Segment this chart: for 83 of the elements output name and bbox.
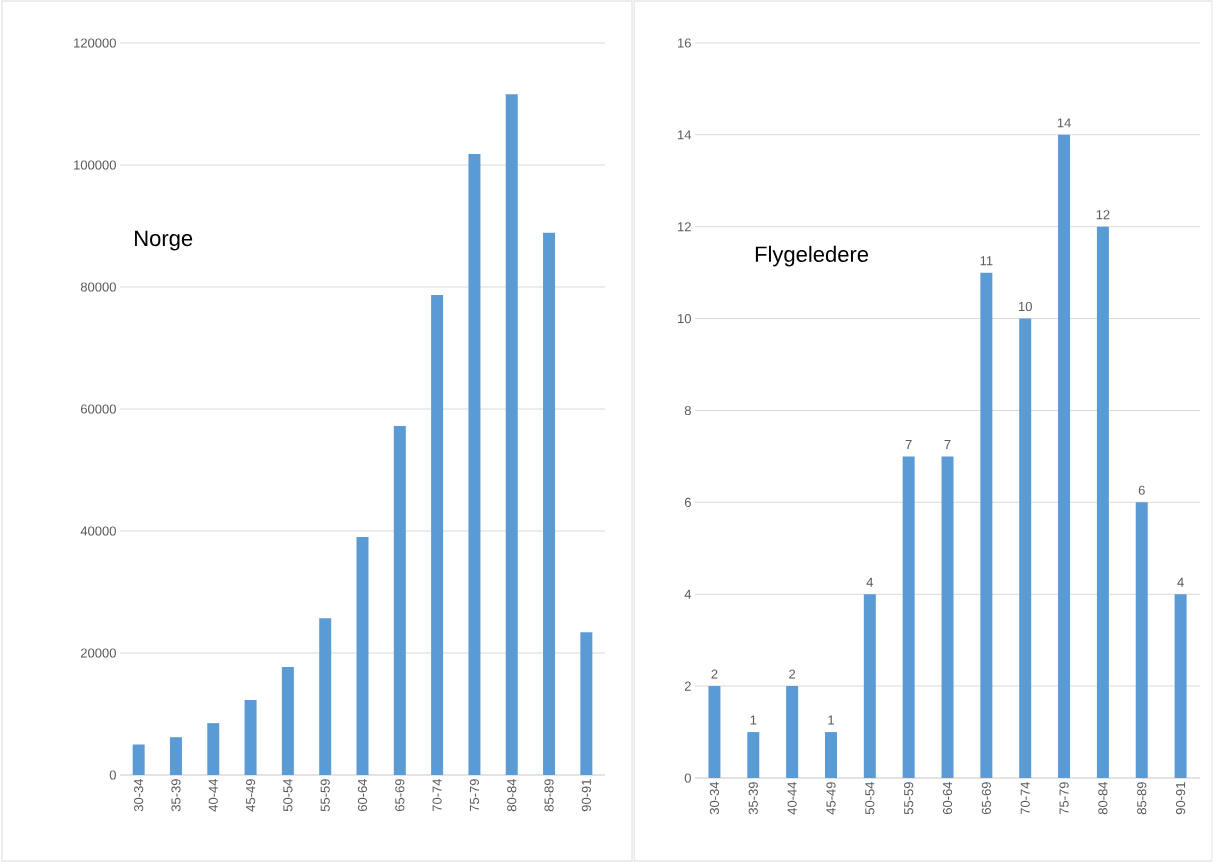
x-tick-label: 35-39 [748,782,758,815]
bar [207,723,220,775]
y-tick-label: 40000 [80,526,116,536]
bar [863,594,876,778]
y-tick-label: 80000 [80,282,116,292]
x-tick-label: 45-49 [826,782,836,815]
bar [1019,318,1032,778]
y-tick-label: 120000 [74,38,116,48]
x-tick-label: 55-59 [320,779,330,812]
bar [132,744,145,775]
x-tick-label: 65-69 [981,782,991,815]
data-label: 4 [866,577,874,587]
bar [747,732,760,778]
bar [505,94,518,775]
x-tick-label: 85-89 [544,779,554,812]
y-tick-label: 0 [684,773,691,783]
data-label: 12 [1096,210,1110,220]
y-tick-label: 20000 [80,648,116,658]
bar [169,737,182,775]
y-tick-label: 60000 [80,404,116,414]
y-tick-label: 16 [678,38,691,48]
bar [824,732,837,778]
x-tick-label: 40-44 [787,781,797,815]
text: Norge [135,230,193,251]
bar [786,686,799,778]
x-tick-label: 70-74 [432,778,442,812]
bar [319,618,332,775]
x-tick-label: 65-69 [395,779,405,812]
y-tick-label: 6 [684,497,691,507]
x-tick-label: 50-54 [865,781,875,815]
x-tick-label: 90-91 [1175,782,1186,815]
data-label: 2 [711,669,718,679]
x-tick-label: 45-49 [245,779,256,812]
bar [1174,594,1187,778]
bar [468,154,481,775]
y-tick-label: 10 [678,314,691,324]
x-tick-label: 85-89 [1137,782,1147,815]
bar [393,426,406,775]
data-label: 7 [944,439,951,449]
x-tick-label: 30-34 [134,778,144,812]
text: Flygeledere [755,245,869,267]
x-tick-label: 35-39 [171,779,181,812]
y-tick-label: 8 [684,405,691,416]
bar [980,272,993,778]
data-label: 1 [750,715,757,725]
data-label: 1 [828,715,834,725]
data-label: 11 [980,256,993,266]
bar [580,632,593,775]
bar [1058,134,1071,778]
x-tick-label: 70-74 [1020,781,1030,815]
bar [281,667,294,775]
y-tick-label: 100000 [74,160,116,170]
y-tick-label: 14 [678,130,692,140]
bar [1135,502,1148,778]
x-tick-label: 75-79 [1059,782,1069,815]
x-tick-label: 40-44 [208,778,218,812]
x-tick-label: 60-64 [357,778,368,812]
x-tick-label: 30-34 [709,781,720,815]
x-tick-label: 80-84 [1098,781,1108,815]
x-tick-label: 90-91 [581,779,591,812]
bar [902,456,915,778]
y-tick-label: 4 [684,589,692,599]
bar [244,699,257,775]
bar [941,456,954,778]
x-tick-label: 75-79 [469,779,480,812]
data-label: 14 [1057,118,1071,128]
x-tick-label: 60-64 [942,781,953,815]
bar [1096,226,1109,778]
data-label: 6 [1138,485,1145,495]
x-tick-label: 80-84 [507,778,517,812]
y-tick-label: 0 [109,770,116,780]
y-tick-label: 12 [678,222,691,232]
bar [356,537,369,775]
data-label: 10 [1018,301,1032,312]
data-label: 7 [905,439,912,449]
data-label: 2 [789,669,796,679]
bar [431,294,444,775]
bar [708,686,721,778]
y-tick-label: 2 [684,681,691,691]
x-tick-label: 55-59 [904,782,914,815]
bar [543,232,556,775]
x-tick-label: 50-54 [283,778,293,812]
data-label: 4 [1177,577,1184,587]
